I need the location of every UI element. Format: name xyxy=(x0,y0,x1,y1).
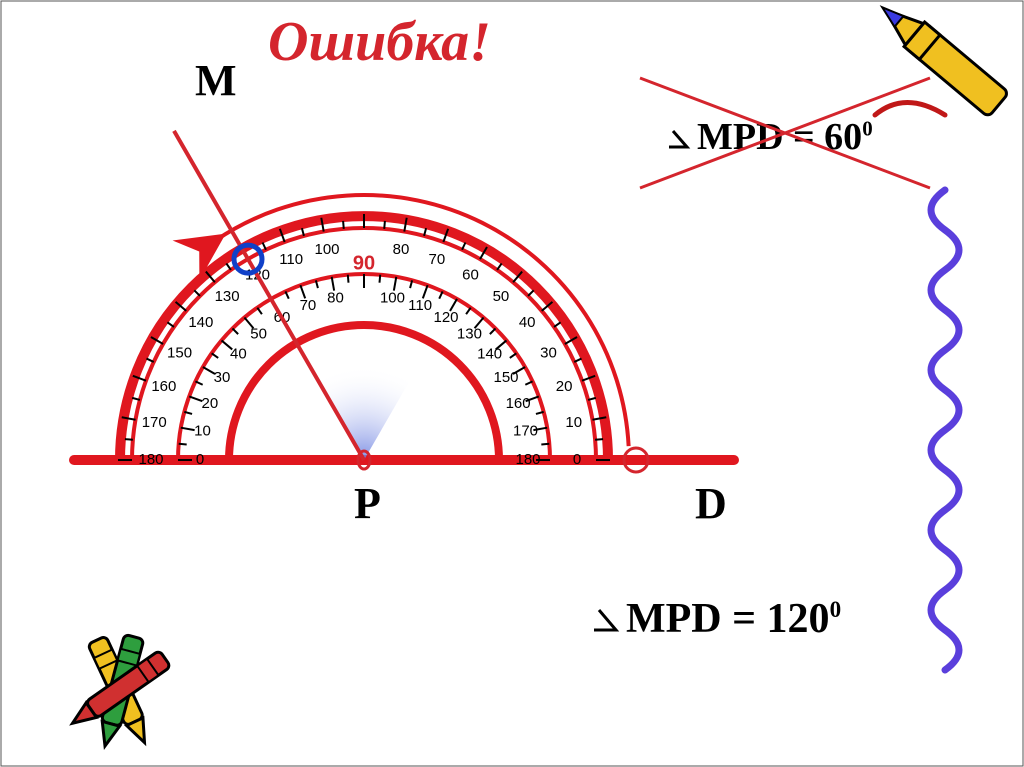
inner-scale-num: 120 xyxy=(433,309,458,326)
inner-scale-num: 100 xyxy=(380,289,405,306)
outer-scale-num: 80 xyxy=(393,241,410,258)
outer-scale-num: 140 xyxy=(188,314,213,331)
diagram-svg: 0 180 10 170 20 160 30 150 40 140 50 130 60 120 70 110 8… xyxy=(0,0,1024,767)
outer-scale-num: 30 xyxy=(540,344,557,361)
inner-scale-num: 170 xyxy=(513,422,538,439)
outer-scale-num: 130 xyxy=(215,288,240,305)
inner-scale-num: 10 xyxy=(194,422,211,439)
inner-scale-num: 20 xyxy=(202,395,219,412)
inner-scale-num: 150 xyxy=(494,369,519,386)
shaded-wedge xyxy=(297,325,432,460)
inner-scale-num: 50 xyxy=(250,325,267,342)
outer-scale-num: 110 xyxy=(279,251,303,268)
outer-scale-num: 100 xyxy=(314,241,339,258)
outer-scale-num: 170 xyxy=(142,414,167,431)
crayons-icon xyxy=(67,634,171,748)
outer-scale-num: 60 xyxy=(462,267,479,284)
inner-scale-num: 40 xyxy=(230,346,247,363)
outer-scale-num: 180 xyxy=(138,451,163,468)
inner-scale-num: 130 xyxy=(457,325,482,342)
inner-scale-num: 30 xyxy=(214,369,231,386)
inner-scale-num: 140 xyxy=(477,346,502,363)
squiggle-line xyxy=(931,190,959,670)
outer-scale-num: 160 xyxy=(151,378,176,395)
outer-scale-num: 50 xyxy=(493,288,510,305)
outer-scale-num: 70 xyxy=(429,251,446,268)
outer-scale-num: 150 xyxy=(167,344,192,361)
outer-scale-num: 40 xyxy=(519,314,536,331)
inner-scale-num: 160 xyxy=(506,395,531,412)
outer-scale-num: 0 xyxy=(573,451,581,468)
inner-scale-num: 110 xyxy=(408,297,432,314)
outer-scale-num: 10 xyxy=(565,414,582,431)
outer-scale-num: 20 xyxy=(556,378,573,395)
crayon-icon xyxy=(872,0,1009,117)
inner-scale-num: 180 xyxy=(515,451,540,468)
inner-scale-num: 0 xyxy=(196,451,204,468)
inner-scale-num: 70 xyxy=(300,297,317,314)
crayon-stroke xyxy=(875,103,945,116)
inner-scale-num: 80 xyxy=(327,289,344,306)
ninety-label: 90 xyxy=(353,253,375,275)
